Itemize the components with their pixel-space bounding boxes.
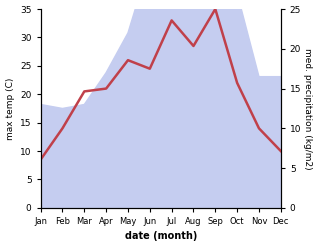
X-axis label: date (month): date (month) — [125, 231, 197, 242]
Y-axis label: max temp (C): max temp (C) — [5, 77, 15, 140]
Y-axis label: med. precipitation (kg/m2): med. precipitation (kg/m2) — [303, 48, 313, 169]
